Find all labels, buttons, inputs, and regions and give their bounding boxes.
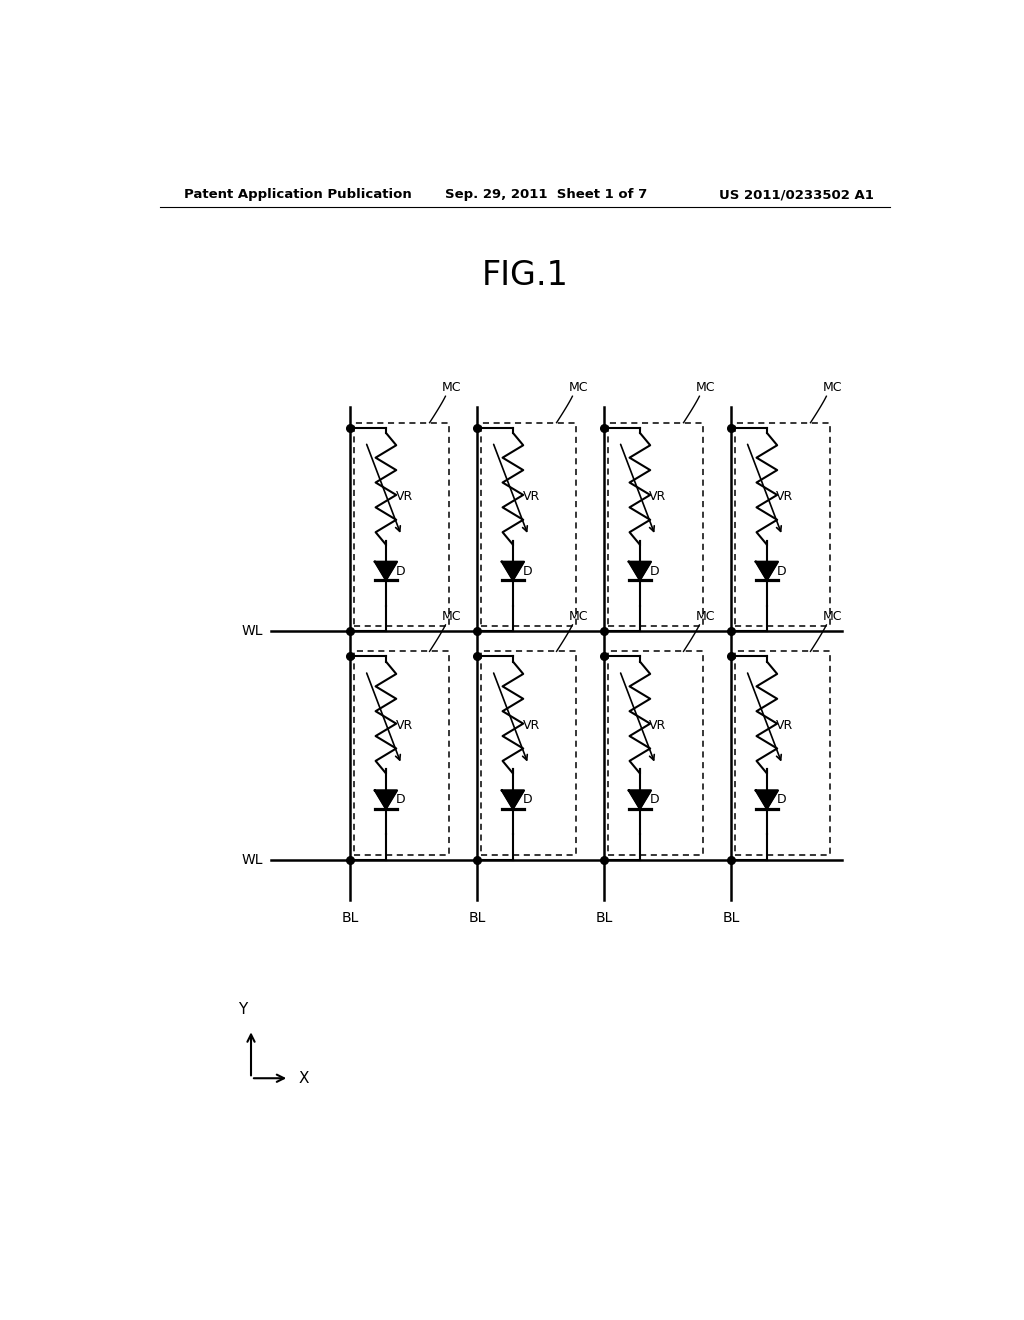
Text: VR: VR bbox=[522, 719, 540, 733]
Text: MC: MC bbox=[441, 610, 461, 623]
Bar bbox=[608, 651, 703, 854]
Polygon shape bbox=[502, 562, 524, 581]
Text: MC: MC bbox=[822, 610, 842, 623]
Text: VR: VR bbox=[776, 719, 794, 733]
Text: D: D bbox=[523, 565, 532, 578]
Text: VR: VR bbox=[522, 490, 540, 503]
Text: Sep. 29, 2011  Sheet 1 of 7: Sep. 29, 2011 Sheet 1 of 7 bbox=[445, 189, 648, 202]
Polygon shape bbox=[375, 791, 397, 809]
Text: Y: Y bbox=[239, 1002, 248, 1018]
Bar bbox=[735, 422, 830, 626]
Text: D: D bbox=[777, 793, 786, 807]
Text: US 2011/0233502 A1: US 2011/0233502 A1 bbox=[719, 189, 874, 202]
Text: VR: VR bbox=[395, 719, 413, 733]
Text: D: D bbox=[650, 565, 659, 578]
Text: D: D bbox=[523, 793, 532, 807]
Text: FIG.1: FIG.1 bbox=[481, 259, 568, 292]
Polygon shape bbox=[629, 562, 651, 581]
Text: BL: BL bbox=[596, 911, 612, 924]
Bar bbox=[481, 651, 577, 854]
Polygon shape bbox=[756, 562, 778, 581]
Text: Patent Application Publication: Patent Application Publication bbox=[183, 189, 412, 202]
Text: MC: MC bbox=[822, 381, 842, 395]
Text: MC: MC bbox=[568, 610, 588, 623]
Text: VR: VR bbox=[395, 490, 413, 503]
Bar bbox=[354, 651, 450, 854]
Text: WL: WL bbox=[242, 624, 263, 638]
Text: D: D bbox=[396, 793, 406, 807]
Text: MC: MC bbox=[441, 381, 461, 395]
Bar bbox=[354, 422, 450, 626]
Text: D: D bbox=[650, 793, 659, 807]
Text: D: D bbox=[396, 565, 406, 578]
Polygon shape bbox=[375, 562, 397, 581]
Polygon shape bbox=[629, 791, 651, 809]
Text: BL: BL bbox=[723, 911, 739, 924]
Text: X: X bbox=[299, 1071, 309, 1086]
Text: MC: MC bbox=[695, 610, 715, 623]
Bar bbox=[481, 422, 577, 626]
Text: WL: WL bbox=[242, 853, 263, 867]
Polygon shape bbox=[756, 791, 778, 809]
Text: VR: VR bbox=[649, 719, 667, 733]
Text: BL: BL bbox=[469, 911, 485, 924]
Text: MC: MC bbox=[568, 381, 588, 395]
Text: VR: VR bbox=[776, 490, 794, 503]
Text: MC: MC bbox=[695, 381, 715, 395]
Text: BL: BL bbox=[342, 911, 358, 924]
Bar bbox=[735, 651, 830, 854]
Bar bbox=[608, 422, 703, 626]
Text: D: D bbox=[777, 565, 786, 578]
Polygon shape bbox=[502, 791, 524, 809]
Text: VR: VR bbox=[649, 490, 667, 503]
